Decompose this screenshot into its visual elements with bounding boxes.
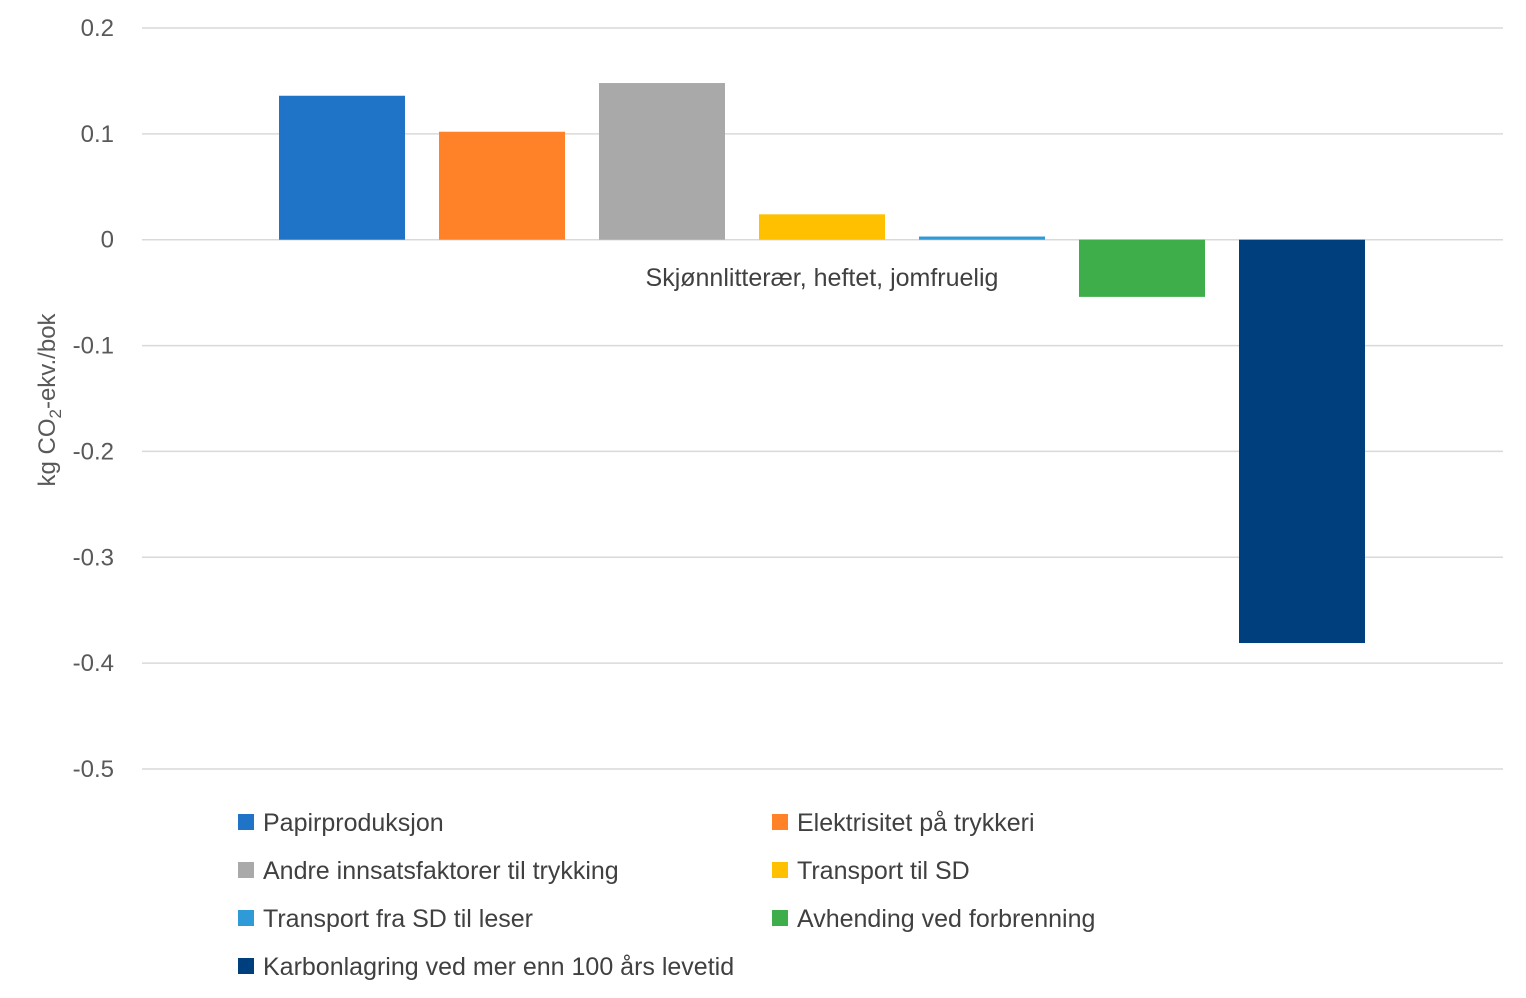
- legend-item: Avhending ved forbrenning: [772, 905, 1095, 933]
- y-axis-label-suffix: -ekv./bok: [34, 312, 61, 409]
- y-axis-label-subscript: 2: [46, 409, 65, 418]
- legend-item: Andre innsatsfaktorer til trykking: [238, 857, 619, 885]
- y-tick-label: -0.3: [73, 544, 114, 571]
- y-tick-label: -0.4: [73, 650, 114, 677]
- legend-label: Elektrisitet på trykkeri: [797, 809, 1035, 837]
- bar-7: [1239, 239, 1365, 644]
- legend-swatch: [238, 910, 254, 926]
- bars: [279, 83, 1365, 644]
- legend-label: Transport fra SD til leser: [263, 905, 533, 933]
- y-tick-label: 0.2: [81, 15, 114, 42]
- legend-item: Papirproduksjon: [238, 809, 444, 837]
- y-tick-label: 0.1: [81, 121, 114, 148]
- bar-4: [759, 214, 885, 240]
- bar-6: [1079, 239, 1205, 297]
- y-axis-ticks: 0.2 0.1 0 -0.1 -0.2 -0.3 -0.4 -0.5: [73, 15, 114, 783]
- y-tick-label: -0.5: [73, 756, 114, 783]
- legend-swatch: [238, 958, 254, 974]
- bar-5: [919, 236, 1045, 240]
- bar-3: [599, 83, 725, 240]
- legend-swatch: [238, 814, 254, 830]
- legend-item: Transport fra SD til leser: [238, 905, 533, 933]
- bar-2: [439, 131, 565, 240]
- legend-swatch: [772, 814, 788, 830]
- category-label: Skjønnlitterær, heftet, jomfruelig: [646, 264, 999, 292]
- y-axis-label-prefix: kg CO: [34, 419, 61, 487]
- legend-swatch: [772, 862, 788, 878]
- y-tick-label: 0: [101, 227, 114, 254]
- y-tick-label: -0.2: [73, 438, 114, 465]
- legend-label: Karbonlagring ved mer enn 100 års leveti…: [263, 953, 734, 981]
- legend: Papirproduksjon Elektrisitet på trykkeri A…: [238, 809, 1095, 981]
- legend-label: Avhending ved forbrenning: [797, 905, 1095, 933]
- legend-swatch: [772, 910, 788, 926]
- legend-label: Andre innsatsfaktorer til trykking: [263, 857, 619, 885]
- legend-swatch: [238, 862, 254, 878]
- legend-item: Karbonlagring ved mer enn 100 års leveti…: [238, 953, 734, 981]
- y-axis-label: kg CO2-ekv./bok: [34, 312, 65, 486]
- legend-item: Elektrisitet på trykkeri: [772, 809, 1035, 837]
- legend-label: Transport til SD: [797, 857, 970, 885]
- legend-item: Transport til SD: [772, 857, 970, 885]
- legend-label: Papirproduksjon: [263, 809, 444, 837]
- y-tick-label: -0.1: [73, 333, 114, 360]
- bar-1: [279, 95, 405, 240]
